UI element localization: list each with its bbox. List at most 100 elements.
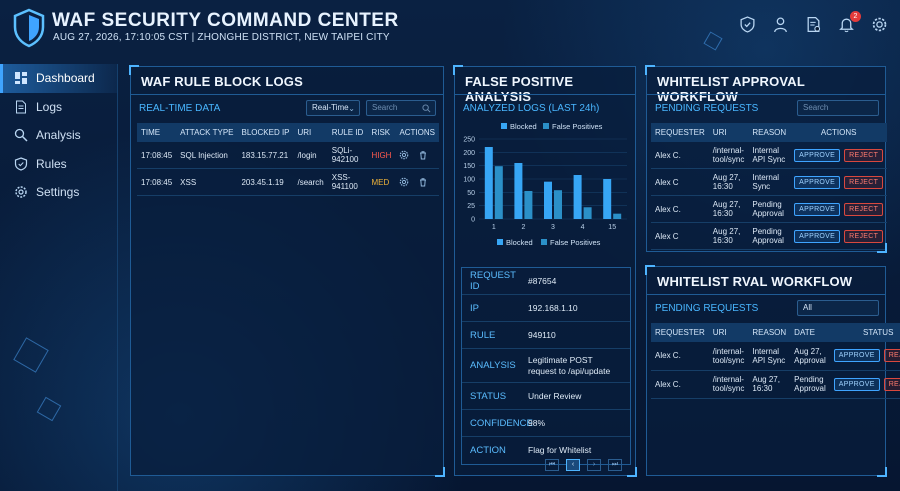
approve-button[interactable]: APPROVE: [833, 349, 880, 363]
filter-select-value: All: [803, 303, 812, 312]
date-cell: Aug 27, Approval: [790, 342, 830, 371]
detail-key: REQUEST ID: [470, 270, 516, 292]
reject-button[interactable]: REJECT: [844, 202, 884, 216]
column-header[interactable]: URI: [293, 123, 328, 142]
filter-select[interactable]: All: [797, 300, 879, 316]
next-page-button[interactable]: ›: [587, 459, 601, 471]
attack-type-cell: SQL Injection: [176, 142, 238, 169]
uri-cell: /internal-tool/sync: [708, 142, 749, 169]
table-row[interactable]: Alex C. Aug 27, 16:30 Pending Approval APPR…: [651, 195, 888, 223]
uri-cell: /internal-tool/sync: [708, 342, 749, 371]
legend-swatch: [501, 123, 507, 129]
column-header[interactable]: STATUS: [829, 323, 900, 342]
panel-title: WHITELIST APPROVAL WORKFLOW: [657, 74, 805, 104]
whitelist-rval-table: REQUESTER URI REASON DATE STATUS Alex C.…: [651, 323, 900, 399]
x-tick-label: 4: [581, 224, 585, 231]
last-page-button[interactable]: ⏭: [608, 459, 622, 471]
actions-cell: [395, 142, 439, 169]
sidebar-item-analysis[interactable]: Analysis: [0, 121, 117, 150]
approve-button[interactable]: APPROVE: [833, 377, 880, 391]
bar-blocked: [603, 179, 612, 219]
detail-row: ANALYSIS Legitimate POST request to /api/…: [462, 349, 630, 383]
sidebar-item-settings[interactable]: Settings: [0, 178, 117, 207]
panel-title: FALSE POSITIVE ANALYSIS: [465, 74, 574, 104]
column-header[interactable]: REASON: [748, 123, 791, 142]
sidebar-item-dashboard[interactable]: Dashboard: [0, 64, 117, 93]
approve-button[interactable]: APPROVE: [794, 202, 841, 216]
column-header[interactable]: REASON: [748, 323, 791, 342]
column-header[interactable]: ACTIONS: [395, 123, 439, 142]
detail-row: STATUS Under Review: [462, 383, 630, 410]
block-logs-panel: WAF RULE BLOCK LOGS REAL-TIME DATA Real-…: [129, 65, 445, 477]
user-icon[interactable]: [772, 16, 789, 33]
column-header[interactable]: TIME: [137, 123, 177, 142]
reject-button[interactable]: REJECT: [844, 175, 884, 189]
table-row[interactable]: Alex C Aug 27, 16:30 Pending Approval APPRO…: [651, 222, 888, 250]
shield-icon: [14, 157, 28, 171]
column-header[interactable]: ACTIONS: [790, 123, 888, 142]
gear-icon: [15, 186, 27, 198]
trash-icon[interactable]: [418, 150, 428, 160]
first-page-button[interactable]: ⏮: [545, 459, 559, 471]
detail-row: IP 192.168.1.10: [462, 295, 630, 322]
reason-cell: Pending Approval: [748, 195, 791, 223]
approve-button[interactable]: APPROVE: [794, 229, 841, 243]
approve-button[interactable]: APPROVE: [794, 175, 841, 189]
reason-cell: Internal API Sync: [748, 342, 791, 371]
bar-blocked: [544, 181, 552, 219]
column-header[interactable]: REQUESTER: [651, 123, 709, 142]
approve-button[interactable]: APPROVE: [794, 148, 841, 162]
prev-page-button[interactable]: ‹: [566, 459, 580, 471]
document-settings-icon[interactable]: [805, 16, 822, 33]
legend-label: False Positives: [550, 238, 601, 247]
search-input[interactable]: Search: [366, 100, 436, 116]
panel-title: WHITELIST RVAL WORKFLOW: [657, 274, 853, 289]
detail-row: CONFIDENCE 98%: [462, 410, 630, 437]
requester-cell: Alex C: [651, 168, 709, 196]
reject-button[interactable]: REJECT: [883, 377, 900, 391]
column-header[interactable]: DATE: [790, 323, 830, 342]
gear-icon[interactable]: [399, 177, 409, 187]
whitelist-search-input[interactable]: Search: [797, 100, 879, 116]
table-row[interactable]: Alex C./internal-tool/sync Aug 27, 16:30 P…: [651, 370, 900, 399]
column-header[interactable]: URI: [708, 123, 749, 142]
column-header[interactable]: RISK: [367, 123, 396, 142]
table-row[interactable]: 17:08:45 SQL Injection 183.15.77.21 /log…: [137, 142, 439, 169]
uri-cell: /internal-tool/sync: [708, 370, 749, 399]
reject-button[interactable]: REJECT: [883, 349, 900, 363]
sidebar-item-logs[interactable]: Logs: [0, 93, 117, 122]
uri-cell: /search: [293, 168, 328, 196]
notification-badge: 2: [850, 11, 861, 22]
detail-key: CONFIDENCE: [470, 417, 533, 429]
bell-icon[interactable]: 2: [838, 11, 861, 33]
table-row[interactable]: Alex C Aug 27, 16:30 Internal Sync APPROVE R…: [651, 168, 888, 196]
sidebar-item-rules[interactable]: Rules: [0, 150, 117, 179]
app-header: WAF SECURITY COMMAND CENTER AUG 27, 2026…: [0, 0, 900, 58]
table-row[interactable]: Alex C./internal-tool/sync Internal API S…: [651, 342, 900, 371]
reason-cell: Aug 27, 16:30: [748, 370, 791, 399]
column-header[interactable]: BLOCKED IP: [237, 123, 294, 142]
section-label: REAL-TIME DATA: [139, 103, 221, 114]
bar-false-positive: [613, 213, 622, 219]
gear-icon[interactable]: [871, 16, 888, 33]
gear-icon[interactable]: [399, 150, 409, 160]
table-row[interactable]: Alex C./internal-tool/sync Internal API S…: [651, 142, 888, 169]
detail-value: 98%: [528, 417, 546, 428]
column-header[interactable]: REQUESTER: [651, 323, 709, 342]
analysis-details: REQUEST ID #87654 IP 192.168.1.10 RULE 9491…: [461, 267, 631, 465]
reject-button[interactable]: REJECT: [844, 148, 884, 162]
table-row[interactable]: 17:08:45 XSS 203.45.1.19 /search XSS-941…: [137, 168, 439, 196]
shield-check-icon[interactable]: [739, 16, 756, 33]
reject-button[interactable]: REJECT: [844, 229, 884, 243]
detail-key: IP: [470, 302, 479, 314]
column-header[interactable]: ATTACK TYPE: [176, 123, 238, 142]
column-header[interactable]: RULE ID: [327, 123, 368, 142]
rule-id-cell: XSS-941100: [327, 168, 368, 196]
bar-false-positive: [494, 166, 503, 219]
column-header[interactable]: URI: [708, 323, 749, 342]
trash-icon[interactable]: [418, 177, 428, 187]
mode-select[interactable]: Real-Time ⌄: [306, 100, 360, 116]
y-tick-label: 100: [463, 177, 475, 184]
